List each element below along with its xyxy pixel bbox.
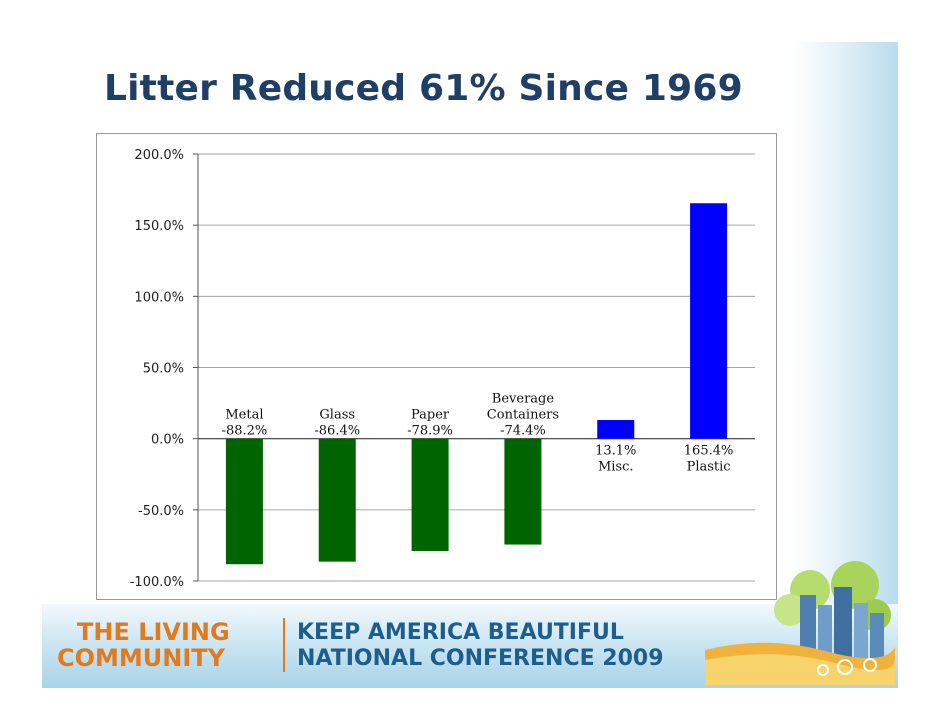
bar [318, 438, 356, 562]
footer-divider [283, 618, 285, 672]
bar [225, 438, 263, 565]
data-label: -86.4% [314, 424, 360, 439]
category-label: Glass [319, 408, 355, 423]
bar [690, 203, 728, 439]
data-label: -74.4% [500, 424, 546, 439]
chart-area: 200.0% 150.0% 100.0% 50.0% 0.0% -50.0% -100.0%… [96, 133, 777, 600]
city-skyline-icon [705, 561, 895, 685]
brand-line-1: THE LIVING [77, 618, 230, 646]
data-label: 13.1% [595, 444, 636, 459]
data-label: 165.4% [684, 444, 734, 459]
y-tick-label: 100.0% [134, 290, 184, 305]
y-tick-label: 150.0% [134, 219, 184, 234]
data-label: -78.9% [407, 424, 453, 439]
bar [597, 420, 635, 439]
event-line-1: KEEP AMERICA BEAUTIFUL [297, 620, 624, 645]
category-label: Beverage [492, 392, 555, 407]
event-line-2: NATIONAL CONFERENCE 2009 [297, 646, 664, 671]
category-label: Misc. [598, 460, 634, 475]
y-tick-label: 200.0% [134, 148, 184, 163]
bar [411, 438, 449, 551]
data-label: -88.2% [222, 424, 268, 439]
slide-title: Litter Reduced 61% Since 1969 [104, 68, 743, 109]
bar [504, 438, 542, 545]
category-label: Metal [225, 408, 263, 423]
category-label: Plastic [687, 460, 731, 475]
category-label: Paper [411, 408, 450, 423]
brand-line-2: COMMUNITY [57, 644, 226, 672]
y-tick-label: -50.0% [138, 504, 184, 519]
y-tick-label: 50.0% [143, 362, 184, 377]
bar-chart: 200.0% 150.0% 100.0% 50.0% 0.0% -50.0% -100.0%… [130, 148, 755, 590]
category-label: Containers [487, 408, 559, 423]
y-tick-label: 0.0% [151, 433, 184, 448]
y-tick-label: -100.0% [130, 575, 184, 590]
